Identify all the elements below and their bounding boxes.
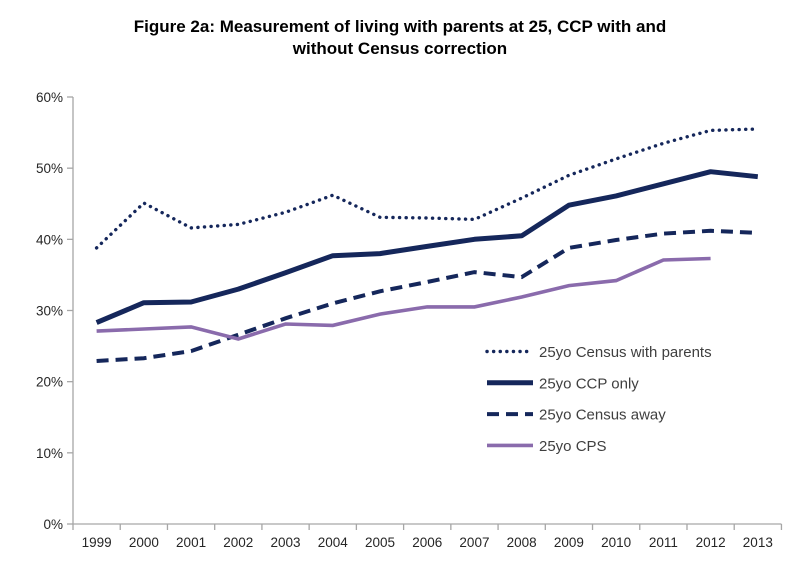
x-tick-label: 2003	[271, 535, 301, 550]
x-tick-label: 2009	[554, 535, 584, 550]
y-tick-label: 50%	[36, 161, 63, 176]
series-line-25yo-census-with-parents	[94, 127, 760, 250]
y-tick-label: 40%	[36, 232, 63, 247]
y-tick-label: 0%	[43, 517, 63, 532]
legend-label: 25yo CCP only	[539, 375, 639, 392]
y-tick-label: 60%	[36, 90, 63, 105]
legend-label: 25yo CPS	[539, 438, 607, 455]
x-tick-label: 2011	[649, 535, 678, 550]
x-tick-label: 2013	[743, 535, 773, 550]
x-tick-label: 1999	[82, 535, 112, 550]
x-tick-label: 2002	[223, 535, 253, 550]
x-tick-label: 2006	[412, 535, 442, 550]
legend-label: 25yo Census with parents	[539, 344, 712, 361]
y-tick-label: 10%	[36, 446, 63, 461]
series-line-25yo-cps	[96, 256, 711, 341]
chart-title: Figure 2a: Measurement of living with pa…	[133, 17, 667, 59]
x-tick-label: 2001	[176, 535, 206, 550]
x-tick-label: 2008	[507, 535, 537, 550]
y-tick-label: 30%	[36, 304, 63, 319]
x-tick-label: 2005	[365, 535, 395, 550]
y-tick-label: 20%	[36, 375, 63, 390]
x-tick-label: 2000	[129, 535, 159, 550]
series-line-25yo-census-away	[96, 228, 758, 363]
x-tick-label: 2007	[459, 535, 489, 550]
legend-label: 25yo Census away	[539, 407, 666, 424]
x-tick-label: 2012	[696, 535, 726, 550]
series-line-25yo-ccp-only	[95, 169, 759, 325]
x-tick-label: 2004	[318, 535, 349, 550]
x-tick-label: 2010	[601, 535, 631, 550]
